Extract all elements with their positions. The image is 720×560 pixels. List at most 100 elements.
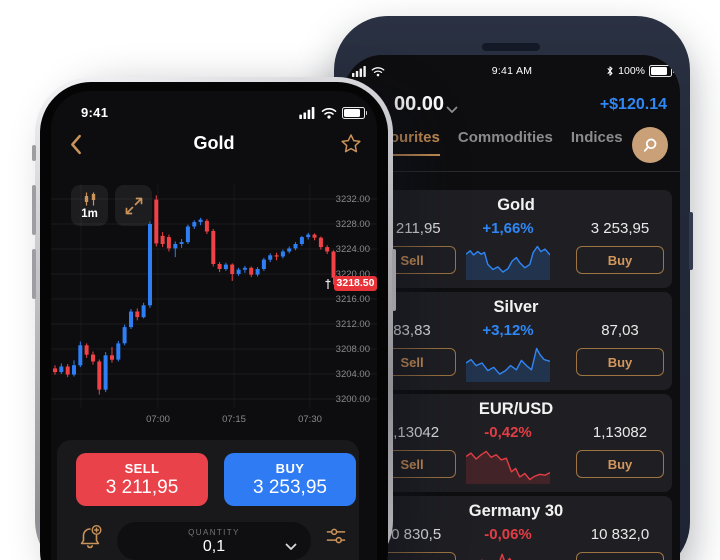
fullscreen-button[interactable] xyxy=(115,185,152,226)
tab-commodities[interactable]: Commodities xyxy=(457,129,553,146)
sell-button[interactable]: SELL 3 211,95 xyxy=(76,453,208,506)
last-price-tag: 3218.50 xyxy=(334,276,377,291)
status-time: 9:41 xyxy=(81,105,109,120)
account-balance-row[interactable]: 00.00 +$120.14 xyxy=(344,91,680,117)
x-tick: 07:30 xyxy=(298,414,322,425)
sell-label: SELL xyxy=(124,461,160,476)
wifi-icon xyxy=(321,108,337,119)
sparkline-chart xyxy=(466,450,550,484)
search-button[interactable] xyxy=(632,127,668,163)
quantity-label: QUANTITY xyxy=(188,528,240,537)
wifi-icon xyxy=(371,67,385,77)
price-marker-icon xyxy=(324,277,332,295)
watchlist: Gold 3 211,95 +1,66% 3 253,95 Sell Buy S… xyxy=(360,190,672,560)
buy-price: 3 253,95 xyxy=(253,477,327,498)
y-tick: 3220.00 xyxy=(335,269,370,280)
timeframe-button[interactable]: 1m xyxy=(71,185,108,226)
y-tick: 3204.00 xyxy=(335,369,370,380)
x-tick: 07:00 xyxy=(146,414,170,425)
y-tick: 3208.00 xyxy=(335,344,370,355)
watchlist-tabs: Favourites Commodities Indices xyxy=(344,129,680,171)
price-alert-button[interactable] xyxy=(78,523,104,551)
sell-price: 83,83 xyxy=(393,322,431,339)
left-phone-frame: 9:41 Gold 1m 3232.00 3 xyxy=(32,77,396,560)
buy-price: 3 253,95 xyxy=(590,220,650,237)
buy-button[interactable]: Buy xyxy=(576,552,664,560)
watchlist-row-silver[interactable]: Silver 83,83 +3,12% 87,03 Sell Buy xyxy=(360,292,672,390)
candlestick-icon xyxy=(84,192,95,205)
buy-label: BUY xyxy=(275,461,305,476)
status-time: 9:41 AM xyxy=(491,65,533,77)
sell-price: 3 211,95 xyxy=(105,477,179,498)
bluetooth-icon xyxy=(607,66,613,76)
sell-price: 3 211,95 xyxy=(383,220,441,237)
watchlist-row-gold[interactable]: Gold 3 211,95 +1,66% 3 253,95 Sell Buy xyxy=(360,190,672,288)
header: Gold xyxy=(51,131,377,161)
sparkline-chart xyxy=(481,553,512,560)
left-phone-screen: 9:41 Gold 1m 3232.00 3 xyxy=(51,91,377,560)
timeframe-label: 1m xyxy=(81,207,98,220)
instrument-name: Germany 30 xyxy=(468,502,564,520)
volume-down-button xyxy=(32,249,36,299)
tab-indices[interactable]: Indices xyxy=(570,129,623,146)
account-balance[interactable]: 00.00 xyxy=(394,93,445,115)
signal-icon xyxy=(299,107,315,119)
buy-button[interactable]: BUY 3 253,95 xyxy=(224,453,356,506)
change-percent: +3,12% xyxy=(482,322,534,339)
back-button[interactable] xyxy=(69,134,91,156)
quantity-value: 0,1 xyxy=(202,538,226,555)
buy-price: 1,13082 xyxy=(592,424,648,441)
instrument-name: Gold xyxy=(497,196,535,214)
candlestick-chart[interactable]: 3232.00 3228.00 3224.00 3220.00 3216.00 3212.… xyxy=(51,184,377,436)
battery-percent: 100% xyxy=(618,65,645,77)
right-phone-frame: 9:41 AM 100% 00.00 +$120.14 Favourites C… xyxy=(334,16,693,560)
tabs-divider xyxy=(344,171,680,172)
sell-price: 10 830,5 xyxy=(382,526,442,543)
quantity-selector[interactable]: QUANTITY 0,1 xyxy=(117,522,311,560)
page-title: Gold xyxy=(193,133,235,153)
sparkline-chart xyxy=(466,245,550,280)
right-phone-screen: 9:41 AM 100% 00.00 +$120.14 Favourites C… xyxy=(344,55,680,560)
chevron-down-icon xyxy=(446,101,458,119)
y-tick: 3224.00 xyxy=(335,244,370,255)
change-percent: -0,06% xyxy=(484,526,532,543)
signal-icon xyxy=(352,66,366,77)
y-tick: 3216.00 xyxy=(335,294,370,305)
y-tick: 3228.00 xyxy=(335,219,370,230)
earpiece-speaker xyxy=(482,43,540,51)
mute-switch xyxy=(32,145,36,161)
account-change: +$120.14 xyxy=(599,96,667,113)
instrument-name: Silver xyxy=(493,298,539,316)
sparkline-chart xyxy=(466,347,550,382)
sliders-icon xyxy=(326,528,346,544)
volume-up-button xyxy=(32,185,36,235)
instrument-name: EUR/USD xyxy=(478,400,554,418)
change-percent: -0,42% xyxy=(484,424,532,441)
order-settings-button[interactable] xyxy=(325,524,347,548)
chevron-down-icon xyxy=(285,538,297,556)
expand-icon xyxy=(125,197,142,214)
chart-canvas xyxy=(51,184,377,408)
buy-button[interactable]: Buy xyxy=(576,348,664,376)
right-phone-power-button xyxy=(689,212,693,270)
battery-icon xyxy=(649,65,674,77)
change-percent: +1,66% xyxy=(482,220,534,237)
watchlist-row-germany30[interactable]: Germany 30 10 830,5 -0,06% 10 832,0 Sell… xyxy=(360,496,672,560)
buy-button[interactable]: Buy xyxy=(576,246,664,274)
buy-button[interactable]: Buy xyxy=(576,450,664,478)
watchlist-row-eurusd[interactable]: EUR/USD 1,13042 -0,42% 1,13082 Sell Buy xyxy=(360,394,672,492)
buy-price: 87,03 xyxy=(601,322,639,339)
y-tick: 3232.00 xyxy=(335,194,370,205)
left-phone-power-button xyxy=(392,249,396,311)
status-bar: 9:41 AM 100% xyxy=(344,63,680,81)
bell-plus-icon xyxy=(80,524,102,549)
x-tick: 07:15 xyxy=(222,414,246,425)
buy-price: 10 832,0 xyxy=(590,526,650,543)
y-tick: 3212.00 xyxy=(335,319,370,330)
sell-price: 1,13042 xyxy=(384,424,440,441)
y-tick: 3200.00 xyxy=(335,394,370,405)
favourite-star-button[interactable] xyxy=(339,132,363,156)
battery-icon xyxy=(342,107,367,119)
status-bar: 9:41 xyxy=(51,103,377,123)
